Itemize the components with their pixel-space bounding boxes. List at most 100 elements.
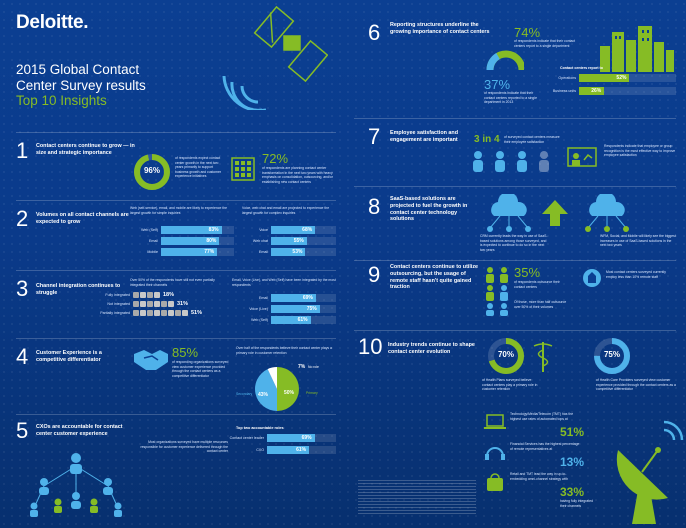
bar-label: Email	[149, 239, 158, 243]
stat-description: of respondents expect contact center gro…	[175, 156, 221, 179]
bar-row: Web (Self) 83%	[122, 226, 234, 234]
stat-description: of respondents are planning contact cent…	[262, 166, 333, 184]
stat-description: Retail and TMT lead the way in up-to-emb…	[510, 472, 569, 481]
stat-description: Web (self-service), email, and mobile ar…	[130, 206, 227, 215]
stat-description: of surveyed contact centers measure thei…	[504, 135, 560, 144]
bar-label: Email	[259, 250, 268, 254]
section-number: 5	[16, 418, 29, 443]
bar-row: Voice (Live) 75%	[232, 305, 336, 313]
bar-row: Email 69%	[232, 294, 336, 302]
puzzle-pieces	[133, 310, 188, 316]
puzzle-piece	[182, 310, 188, 316]
deloitte-logo: Deloitte.	[16, 12, 89, 33]
footnote	[358, 480, 476, 514]
bar-row: Email 53%	[232, 248, 336, 256]
bar: 61%	[267, 446, 310, 454]
shopping-bag-icon	[487, 473, 503, 491]
divider	[16, 200, 336, 201]
bar: 75%	[271, 305, 320, 313]
divider	[354, 330, 676, 331]
divider	[16, 338, 336, 339]
puzzle-piece	[154, 310, 160, 316]
bar-label: Mobile	[147, 250, 158, 254]
bar: 26%	[579, 87, 605, 95]
divider	[354, 118, 676, 119]
stat-description: Voice, web chat and email are projected …	[242, 206, 330, 215]
section-title: Industry trends continue to shape contac…	[388, 342, 475, 355]
section-number: 4	[16, 344, 29, 369]
building-icon	[231, 157, 255, 181]
stat-value: 74%	[514, 25, 541, 40]
bar-row: Web chat 55%	[232, 237, 336, 245]
bar-track: 77%	[161, 248, 234, 256]
puzzle-piece	[140, 310, 146, 316]
puzzle-label: Partially integrated	[100, 311, 130, 315]
bar: 52%	[579, 74, 630, 82]
stat-value: 72%	[262, 151, 289, 166]
puzzle-row: Partially integrated 51%	[96, 310, 224, 316]
bar: 61%	[271, 316, 311, 324]
donut-chart-70	[488, 338, 524, 374]
bar: 69%	[271, 294, 316, 302]
section-title: Employee satisfaction and engagement are…	[390, 130, 459, 143]
puzzle-piece	[168, 301, 174, 307]
satellite-dish-icon	[616, 420, 684, 524]
bar-label: CXO	[256, 448, 264, 452]
bar-label: Voice (Live)	[249, 307, 268, 311]
bar-track: 83%	[161, 226, 234, 234]
stat-description: Technology/Media/Telecom (TMT) has the h…	[510, 412, 574, 421]
section-number: 9	[368, 262, 381, 287]
puzzle-piece	[175, 310, 181, 316]
stat-description: CRM currently leads the way in use of Sa…	[480, 234, 548, 252]
stat-description: of respondents indicate that their conta…	[484, 91, 537, 105]
pie-slice	[267, 367, 277, 389]
remote-worker-icon	[583, 269, 601, 287]
stat-description: of respondents indicate that their conta…	[514, 39, 576, 48]
divider	[16, 414, 336, 415]
puzzle-piece	[133, 301, 139, 307]
bar-label: Voice	[259, 228, 268, 232]
stat-description: Over 50% of the respondents have still n…	[130, 278, 215, 287]
bar-row: Operations 52%	[540, 74, 676, 82]
puzzle-piece	[161, 310, 167, 316]
bar-label: Operations	[558, 76, 576, 80]
pie-label-primary: Primary	[306, 391, 318, 395]
section-title: CXOs are accountable for contact center …	[36, 424, 123, 437]
bar-label: Web (Self)	[141, 228, 158, 232]
stat-value: 33%	[560, 485, 585, 499]
bar-row: Contact center leader 69%	[228, 434, 336, 442]
donut-chart-96	[134, 154, 170, 190]
puzzle-piece	[161, 301, 167, 307]
section-title: Customer Experience is a competitive dif…	[36, 350, 102, 363]
stat-description: Over half of the respondents believe the…	[236, 346, 332, 355]
section-number: 10	[358, 334, 383, 359]
arrow-up-icon	[542, 200, 568, 226]
pie-label-no-role-value: 7%	[298, 364, 306, 370]
stat-description: of respondents outsource their contact c…	[514, 280, 560, 289]
satellite-icon	[222, 5, 328, 110]
donut-chart-75	[594, 338, 630, 374]
bar: 83%	[161, 226, 222, 234]
handshake-icon	[134, 350, 168, 370]
section-title: Contact centers continue to grow — in si…	[36, 143, 135, 156]
cloud-network-icon	[487, 194, 531, 232]
section-title: Reporting structures underline the growi…	[390, 22, 490, 35]
cloud-network-icon	[585, 194, 629, 232]
bar-chart-complex-inquiries: Voice 68% Web chat 55% Email 53%	[232, 226, 336, 256]
stat-description: having fully integrated their channels	[560, 499, 593, 508]
puzzle-piece	[140, 301, 146, 307]
section-title: Volumes on all contact channels are expe…	[36, 212, 129, 225]
bar-track: 69%	[267, 434, 336, 442]
stat-description: Respondents indicate that employee or gr…	[604, 144, 676, 158]
puzzle-piece	[133, 292, 139, 298]
donut-value: 96%	[143, 166, 160, 175]
bar: 80%	[161, 237, 220, 245]
bar-label: Business units	[552, 89, 576, 93]
puzzle-pieces	[133, 292, 160, 298]
ratio-value: 3 in 4	[474, 134, 500, 145]
stat-description: Most organizations surveyed have multipl…	[140, 440, 228, 454]
stat-description: WFM, Social, and Mobile will likely see …	[600, 234, 676, 248]
stat-value: 85%	[172, 345, 199, 360]
stat-value: 35%	[514, 265, 541, 280]
donut-value: 75%	[603, 350, 620, 359]
